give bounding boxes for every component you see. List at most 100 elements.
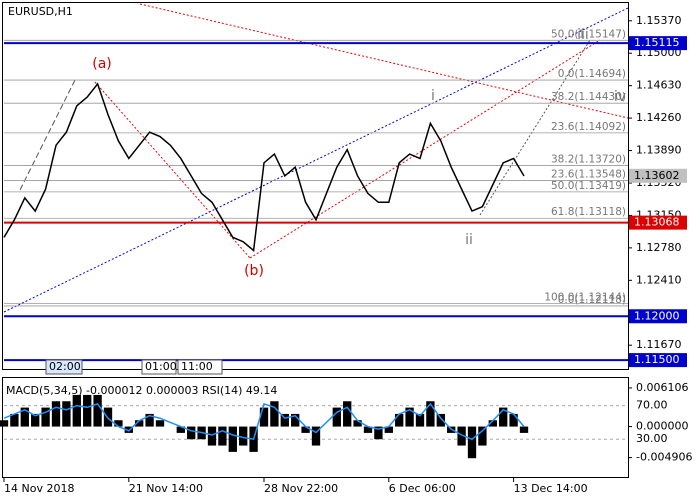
- histogram-bar: [415, 413, 425, 427]
- histogram-bar: [228, 426, 237, 452]
- histogram-bar: [478, 426, 487, 446]
- histogram-bar: [62, 401, 71, 427]
- level-label: 1.12000: [634, 309, 680, 322]
- y-tick-label: 1.15370: [636, 14, 682, 27]
- wave-label: iii: [577, 27, 589, 43]
- histogram-bar: [207, 426, 217, 446]
- time-box: [141, 359, 177, 375]
- price-line: [3, 82, 525, 252]
- histogram-bar: [363, 426, 373, 433]
- histogram-bar: [488, 420, 497, 427]
- x-tick-label: 14 Nov 2018: [4, 482, 74, 495]
- x-tick-label: 28 Nov 22:00: [264, 482, 338, 495]
- x-tick-label: 6 Dec 06:00: [389, 482, 456, 495]
- fib-label: 38.2(1.13720): [551, 153, 626, 165]
- fib-label: 0.0(1.12118): [558, 294, 626, 306]
- histogram-bar: [467, 426, 477, 459]
- y-tick-label: 1.14630: [636, 79, 682, 92]
- y-tick-label: 0.000000: [636, 420, 689, 433]
- wave-label: (b): [244, 263, 264, 279]
- level-label: 1.13068: [634, 216, 680, 229]
- wave-label: (a): [92, 56, 112, 72]
- histogram-bar: [499, 407, 508, 427]
- histogram-bar: [0, 420, 9, 427]
- time-box: [177, 359, 223, 375]
- y-tick-label: 1.14260: [636, 111, 682, 124]
- indicator-panel: [2, 377, 629, 478]
- x-tick-label: 21 Nov 14:00: [129, 482, 203, 495]
- fib-label: 38.2(1.14430): [551, 91, 626, 103]
- histogram-bar: [405, 407, 414, 427]
- histogram-bar: [72, 394, 81, 427]
- rsi-line: [3, 402, 525, 441]
- time-label: 02:00: [49, 360, 81, 373]
- wave-line: [479, 39, 591, 216]
- histogram-bar: [135, 420, 144, 427]
- x-tick-label: 13 Dec 14:00: [514, 482, 588, 495]
- histogram-bar: [353, 420, 362, 427]
- histogram-bar: [93, 394, 102, 427]
- histogram-bar: [291, 413, 300, 427]
- current-price-label: 1.13602: [634, 169, 680, 182]
- level-label: 1.11500: [634, 353, 680, 366]
- level-box: [629, 353, 687, 368]
- price-panel: [2, 2, 629, 370]
- y-tick-label: -0.004906: [636, 451, 692, 464]
- y-tick-label: 1.13890: [636, 144, 682, 157]
- histogram-bar: [343, 401, 352, 427]
- histogram-bar: [509, 413, 518, 427]
- wave-label: iv: [614, 89, 626, 105]
- histogram-bar: [20, 407, 29, 427]
- histogram-bar: [155, 420, 165, 427]
- level-label: 1.15115: [634, 36, 680, 49]
- y2-tick-label: 30.00: [636, 432, 668, 445]
- level-box: [629, 309, 687, 324]
- histogram-bar: [457, 426, 466, 446]
- histogram-bar: [519, 426, 529, 433]
- indicator-title: MACD(5,34,5) -0.000012 0.000003 RSI(14) …: [6, 384, 277, 397]
- histogram-bar: [239, 426, 248, 446]
- histogram-bar: [374, 426, 383, 440]
- fib-label: 100.0(1.12144): [544, 292, 626, 304]
- time-box: [45, 359, 83, 375]
- histogram-bar: [436, 413, 445, 427]
- y-tick-label: 0.006106: [636, 381, 689, 394]
- fib-label: 23.6(1.14092): [551, 121, 626, 133]
- fib-label: 50.0(1.15147): [551, 28, 626, 40]
- histogram-bar: [218, 426, 227, 446]
- y-tick-label: 1.12410: [636, 273, 682, 286]
- level-box: [629, 36, 687, 51]
- histogram-bar: [332, 407, 341, 427]
- wave-line: [94, 81, 251, 259]
- trend-line: [139, 3, 629, 119]
- histogram-bar: [83, 394, 92, 427]
- histogram-bar: [124, 426, 133, 433]
- histogram-bar: [384, 426, 393, 433]
- fib-label: 23.6(1.13548): [551, 169, 626, 181]
- chart-title: EURUSD,H1: [8, 5, 73, 18]
- histogram-bar: [31, 413, 40, 427]
- wave-label: i: [431, 88, 435, 104]
- wave-label: ii: [465, 232, 473, 248]
- level-box: [629, 215, 687, 230]
- histogram-bar: [270, 401, 279, 427]
- y-tick-label: 1.11670: [636, 338, 682, 351]
- histogram-bar: [280, 413, 289, 427]
- histogram-bar: [311, 426, 321, 446]
- current-price-box: [629, 168, 687, 183]
- y-tick-label: 1.12780: [636, 241, 682, 254]
- histogram-bar: [187, 426, 196, 440]
- time-label: 01:00: [145, 360, 177, 373]
- histogram-bar: [259, 407, 269, 427]
- histogram-bar: [395, 413, 404, 427]
- time-label: 11:00: [181, 360, 213, 373]
- histogram-bar: [10, 413, 19, 427]
- histogram-bar: [426, 401, 435, 427]
- histogram-bar: [114, 420, 123, 427]
- wave-line: [19, 79, 76, 191]
- histogram-bar: [41, 407, 50, 427]
- histogram-bar: [176, 426, 185, 433]
- fib-label: 0.0(1.14694): [558, 68, 626, 80]
- y2-tick-label: 70.00: [636, 399, 668, 412]
